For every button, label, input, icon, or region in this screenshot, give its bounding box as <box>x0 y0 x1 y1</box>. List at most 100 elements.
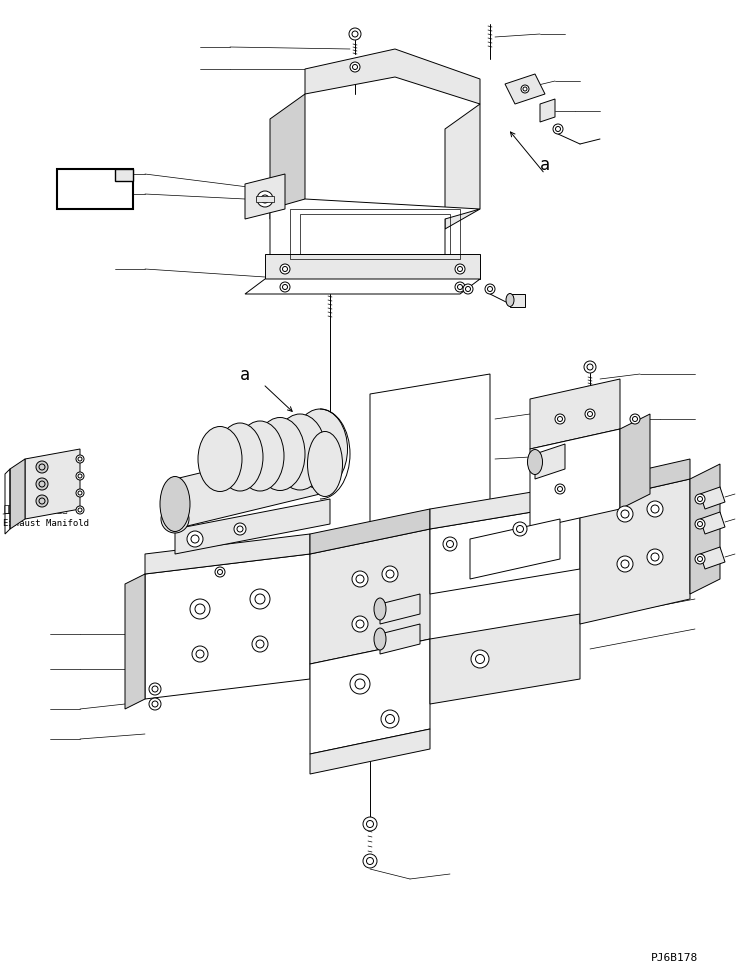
Polygon shape <box>505 75 545 105</box>
Text: a: a <box>240 365 250 384</box>
Polygon shape <box>430 614 580 704</box>
Circle shape <box>192 646 208 663</box>
Ellipse shape <box>308 432 343 497</box>
Circle shape <box>443 538 457 551</box>
Circle shape <box>76 507 84 515</box>
Text: a: a <box>540 156 550 173</box>
Polygon shape <box>510 295 525 308</box>
Polygon shape <box>310 510 430 554</box>
Circle shape <box>363 817 377 831</box>
Circle shape <box>350 674 370 694</box>
Circle shape <box>36 461 48 474</box>
Circle shape <box>257 192 273 207</box>
Circle shape <box>190 600 210 619</box>
Text: FWD: FWD <box>77 183 103 197</box>
Circle shape <box>553 125 563 135</box>
Polygon shape <box>256 197 274 203</box>
Polygon shape <box>700 487 725 510</box>
Circle shape <box>187 531 203 547</box>
Circle shape <box>167 512 183 527</box>
Circle shape <box>695 494 705 505</box>
Circle shape <box>521 86 529 94</box>
Circle shape <box>381 710 399 729</box>
Polygon shape <box>175 445 320 529</box>
Circle shape <box>585 410 595 420</box>
Circle shape <box>352 616 368 633</box>
Circle shape <box>280 265 290 275</box>
Circle shape <box>36 479 48 490</box>
Polygon shape <box>145 535 310 575</box>
Circle shape <box>250 589 270 610</box>
Polygon shape <box>310 640 430 754</box>
Polygon shape <box>700 513 725 535</box>
Polygon shape <box>535 445 565 480</box>
Ellipse shape <box>161 506 189 534</box>
Circle shape <box>36 495 48 508</box>
Circle shape <box>617 556 633 573</box>
Circle shape <box>215 568 225 578</box>
Polygon shape <box>700 547 725 570</box>
Circle shape <box>76 489 84 497</box>
Circle shape <box>76 455 84 463</box>
Polygon shape <box>620 415 650 510</box>
Ellipse shape <box>160 477 190 532</box>
Ellipse shape <box>236 422 284 491</box>
Text: Exhaust Manifold: Exhaust Manifold <box>3 518 89 527</box>
Text: エキゾーストマニホールド: エキゾーストマニホールド <box>3 505 68 514</box>
Circle shape <box>485 285 495 295</box>
Polygon shape <box>580 480 690 624</box>
Circle shape <box>382 567 398 582</box>
Ellipse shape <box>528 450 542 475</box>
Polygon shape <box>370 375 490 529</box>
Polygon shape <box>310 529 430 665</box>
Circle shape <box>455 283 465 293</box>
Polygon shape <box>175 499 330 554</box>
Circle shape <box>252 637 268 652</box>
Circle shape <box>280 283 290 293</box>
Polygon shape <box>690 464 720 594</box>
Polygon shape <box>265 255 480 280</box>
Polygon shape <box>245 174 285 220</box>
Ellipse shape <box>198 427 242 492</box>
Circle shape <box>350 63 360 73</box>
Polygon shape <box>380 594 420 624</box>
Polygon shape <box>540 100 555 123</box>
Polygon shape <box>270 95 305 220</box>
Polygon shape <box>305 50 480 105</box>
Polygon shape <box>430 484 580 529</box>
Polygon shape <box>380 624 420 654</box>
Polygon shape <box>10 459 25 529</box>
Circle shape <box>584 361 596 374</box>
Polygon shape <box>25 450 80 519</box>
Circle shape <box>695 519 705 529</box>
Circle shape <box>647 549 663 566</box>
Polygon shape <box>145 554 310 700</box>
Polygon shape <box>125 575 145 709</box>
Polygon shape <box>115 170 133 182</box>
Polygon shape <box>245 280 480 295</box>
Polygon shape <box>430 505 580 594</box>
Ellipse shape <box>506 295 514 307</box>
Polygon shape <box>580 459 690 505</box>
Ellipse shape <box>374 599 386 620</box>
Circle shape <box>513 522 527 537</box>
Circle shape <box>149 699 161 710</box>
Text: PJ6B178: PJ6B178 <box>651 952 698 962</box>
Circle shape <box>617 507 633 522</box>
Circle shape <box>363 854 377 868</box>
Circle shape <box>463 285 473 295</box>
Circle shape <box>471 650 489 669</box>
Polygon shape <box>270 200 480 269</box>
Ellipse shape <box>293 410 348 489</box>
Polygon shape <box>57 170 133 209</box>
Polygon shape <box>530 380 620 450</box>
Polygon shape <box>470 519 560 579</box>
Circle shape <box>695 554 705 564</box>
Ellipse shape <box>217 423 263 491</box>
Circle shape <box>455 265 465 275</box>
Circle shape <box>630 415 640 424</box>
Circle shape <box>234 523 246 536</box>
Polygon shape <box>310 730 430 774</box>
Polygon shape <box>530 429 620 529</box>
Circle shape <box>352 572 368 587</box>
